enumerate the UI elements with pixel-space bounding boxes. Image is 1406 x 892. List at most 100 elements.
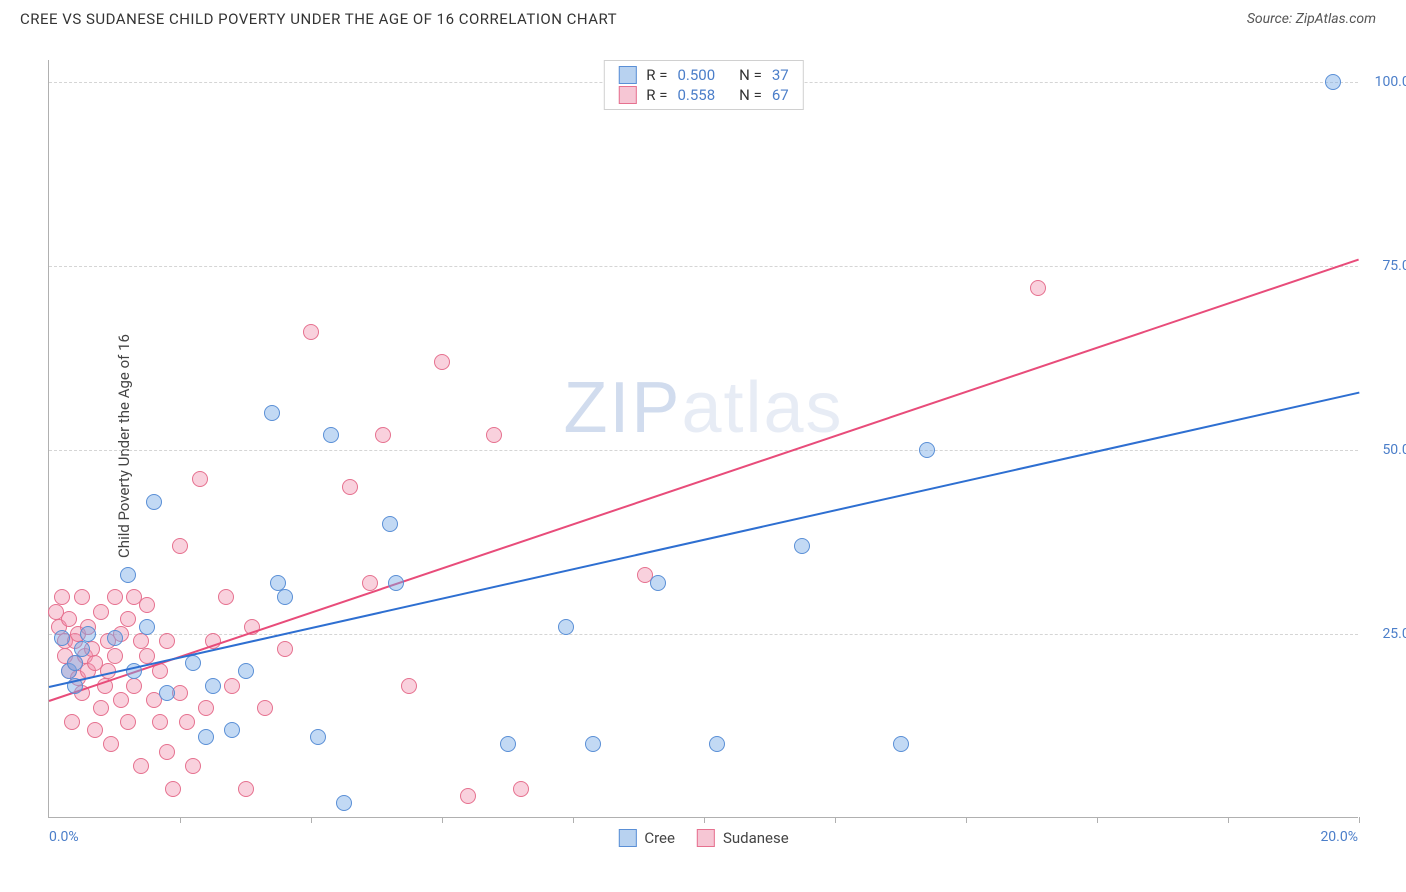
cree-trendline (49, 391, 1359, 687)
cree-point (310, 729, 326, 745)
sudanese-point (224, 678, 240, 694)
x-tick (442, 817, 443, 823)
cree-point (146, 494, 162, 510)
cree-point (270, 575, 286, 591)
sudanese-point (64, 714, 80, 730)
cree-point (80, 626, 96, 642)
legend-row-sudanese: R = 0.558 N = 67 (618, 85, 788, 105)
cree-point (67, 655, 83, 671)
cree-point (120, 567, 136, 583)
sudanese-point (139, 597, 155, 613)
gridline (49, 450, 1358, 451)
x-tick (835, 817, 836, 823)
sudanese-point (192, 471, 208, 487)
cree-point (54, 630, 70, 646)
sudanese-point (303, 324, 319, 340)
n-label: N = (739, 66, 762, 84)
cree-point (74, 641, 90, 657)
swatch-sudanese (618, 86, 636, 104)
legend-label-cree: Cree (644, 829, 675, 847)
sudanese-point (257, 700, 273, 716)
legend-item-cree: Cree (618, 829, 675, 847)
cree-point (185, 655, 201, 671)
cree-point (323, 427, 339, 443)
sudanese-point (179, 714, 195, 730)
sudanese-point (486, 427, 502, 443)
swatch-cree-bottom (618, 829, 636, 847)
legend-row-cree: R = 0.500 N = 37 (618, 65, 788, 85)
x-tick (1359, 817, 1360, 823)
plot-surface: 25.0%50.0%75.0%100.0% (49, 60, 1358, 817)
sudanese-point (54, 589, 70, 605)
cree-point (277, 589, 293, 605)
sudanese-point (93, 604, 109, 620)
sudanese-point (434, 354, 450, 370)
sudanese-point (61, 611, 77, 627)
sudanese-point (152, 714, 168, 730)
sudanese-point (126, 678, 142, 694)
cree-point (382, 516, 398, 532)
x-tick (311, 817, 312, 823)
cree-point (238, 663, 254, 679)
cree-point (388, 575, 404, 591)
r-value-sudanese: 0.558 (677, 86, 715, 104)
cree-point (1325, 74, 1341, 90)
sudanese-point (107, 648, 123, 664)
sudanese-point (172, 538, 188, 554)
r-value-cree: 0.500 (677, 66, 715, 84)
series-legend: Cree Sudanese (618, 829, 788, 847)
sudanese-point (238, 781, 254, 797)
cree-point (139, 619, 155, 635)
sudanese-point (401, 678, 417, 694)
cree-point (919, 442, 935, 458)
sudanese-point (342, 479, 358, 495)
source-name: ZipAtlas.com (1296, 11, 1376, 27)
sudanese-point (133, 633, 149, 649)
y-tick-label: 50.0% (1382, 442, 1406, 458)
cree-point (893, 736, 909, 752)
cree-point (794, 538, 810, 554)
n-value-sudanese: 67 (772, 86, 789, 104)
sudanese-point (93, 700, 109, 716)
sudanese-point (159, 633, 175, 649)
gridline (49, 266, 1358, 267)
sudanese-point (165, 781, 181, 797)
cree-point (224, 722, 240, 738)
sudanese-point (113, 692, 129, 708)
x-tick (1097, 817, 1098, 823)
r-label: R = (646, 66, 667, 84)
sudanese-point (120, 611, 136, 627)
cree-point (336, 795, 352, 811)
n-label: N = (739, 86, 762, 104)
source-prefix: Source: (1247, 11, 1296, 27)
legend-item-sudanese: Sudanese (697, 829, 789, 847)
sudanese-point (133, 758, 149, 774)
sudanese-point (513, 781, 529, 797)
sudanese-point (107, 589, 123, 605)
cree-point (198, 729, 214, 745)
cree-point (558, 619, 574, 635)
swatch-sudanese-bottom (697, 829, 715, 847)
y-tick-label: 25.0% (1382, 626, 1406, 642)
x-axis-min-label: 0.0% (49, 829, 79, 845)
source-attribution: Source: ZipAtlas.com (1247, 11, 1376, 27)
cree-point (159, 685, 175, 701)
sudanese-trendline (49, 259, 1360, 702)
n-value-cree: 37 (772, 66, 789, 84)
cree-point (709, 736, 725, 752)
cree-point (205, 678, 221, 694)
sudanese-point (87, 722, 103, 738)
cree-point (264, 405, 280, 421)
correlation-legend: R = 0.500 N = 37 R = 0.558 N = 67 (603, 60, 803, 110)
sudanese-point (375, 427, 391, 443)
sudanese-point (1030, 280, 1046, 296)
x-tick (704, 817, 705, 823)
x-tick (573, 817, 574, 823)
sudanese-point (185, 758, 201, 774)
chart-title: CREE VS SUDANESE CHILD POVERTY UNDER THE… (20, 10, 617, 28)
sudanese-point (159, 744, 175, 760)
sudanese-point (362, 575, 378, 591)
sudanese-point (103, 736, 119, 752)
y-tick-label: 100.0% (1375, 74, 1406, 90)
sudanese-point (460, 788, 476, 804)
